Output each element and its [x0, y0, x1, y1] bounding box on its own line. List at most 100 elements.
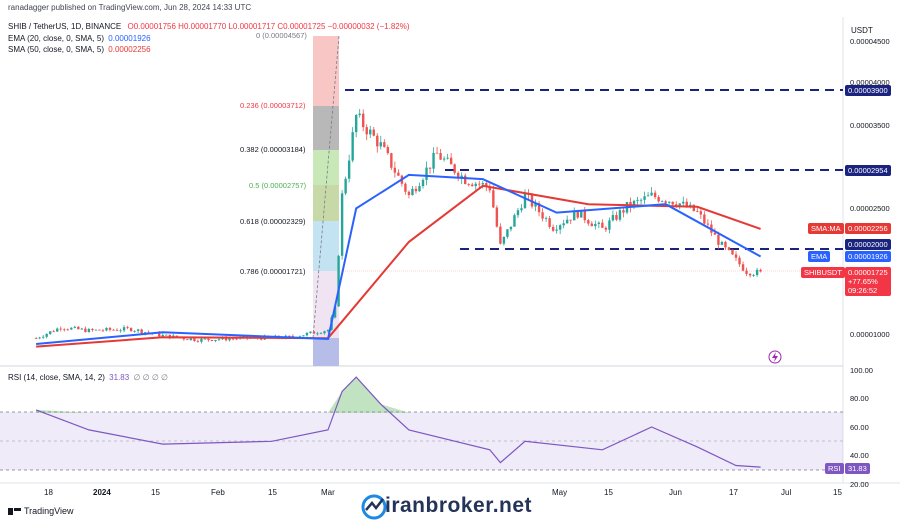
- legend-ema-row[interactable]: EMA (20, close, 0, SMA, 5) 0.00001926: [8, 34, 151, 43]
- tradingview-text: TradingView: [24, 506, 74, 516]
- price-tick: 0.00003500: [850, 121, 890, 130]
- candle-body: [369, 129, 372, 135]
- candle-body: [456, 172, 460, 179]
- fib-zone-618-786: [313, 221, 339, 271]
- time-tick: 15: [151, 488, 160, 497]
- candle-body: [439, 153, 442, 160]
- candle-body: [189, 338, 193, 341]
- iranbroker-logo-icon: [361, 494, 387, 520]
- price-tick: 0.00004500: [850, 37, 890, 46]
- fib-retracement[interactable]: [312, 35, 843, 366]
- rsi-tick: 40.00: [850, 451, 869, 460]
- candle-body: [488, 186, 492, 191]
- candle-body: [660, 201, 664, 203]
- rsi-tick: 80.00: [850, 394, 869, 403]
- candle-body: [664, 201, 667, 203]
- candle-body: [207, 338, 210, 340]
- candle-body: [362, 113, 365, 128]
- candle-body: [428, 167, 432, 169]
- candle-body: [344, 178, 347, 194]
- candle-body: [242, 336, 245, 338]
- candle-body: [499, 226, 502, 244]
- candle-body: [161, 335, 164, 337]
- candle-body: [653, 192, 657, 198]
- candle-body: [414, 188, 418, 192]
- candle-body: [77, 326, 80, 330]
- candle-body: [703, 214, 706, 224]
- candle-body: [63, 329, 66, 331]
- candle-body: [464, 175, 467, 185]
- rsi-value-badge: 31.83: [845, 463, 870, 474]
- rsi-tick: 60.00: [850, 423, 869, 432]
- candle-body: [573, 210, 576, 221]
- candle-body: [671, 201, 674, 205]
- candle-body: [383, 142, 386, 148]
- candle-body: [302, 335, 305, 337]
- legend-symbol[interactable]: SHIB / TetherUS, 1D, BINANCE: [8, 22, 122, 31]
- candle-body: [632, 200, 636, 208]
- candle-body: [217, 339, 221, 341]
- candle-body: [224, 337, 228, 341]
- candle-body: [467, 184, 470, 185]
- publisher-line: ranadagger published on TradingView.com,…: [8, 3, 252, 12]
- candle-body: [56, 328, 59, 332]
- candle-body: [193, 338, 196, 341]
- candle-body: [136, 329, 140, 331]
- candle-body: [235, 338, 238, 340]
- level-badge-2954[interactable]: 0.00002954: [845, 165, 891, 176]
- candle-body: [231, 338, 235, 340]
- candle-body: [727, 247, 731, 250]
- candle-body: [558, 225, 562, 230]
- last-price-value: 0.00001725: [848, 268, 888, 277]
- candle-body: [513, 215, 516, 227]
- candle-body: [474, 183, 477, 187]
- legend-rsi-label: RSI (14, close, SMA, 14, 2): [8, 373, 105, 382]
- candle-body: [196, 340, 200, 342]
- candle-body: [165, 334, 168, 336]
- candle-body: [133, 330, 136, 332]
- time-tick: May: [552, 488, 568, 497]
- candle-body: [692, 204, 696, 211]
- candle-body: [158, 332, 161, 337]
- candle-body: [485, 183, 488, 187]
- level-badge-3900[interactable]: 0.00003900: [845, 85, 891, 96]
- candle-body: [112, 329, 115, 331]
- legend-sma-row[interactable]: SMA (50, close, 0, SMA, 5) 0.00002256: [8, 45, 151, 54]
- candle-body: [126, 327, 129, 329]
- time-tick: Mar: [321, 488, 335, 497]
- candle-body: [87, 328, 91, 333]
- candle-body: [432, 152, 435, 169]
- legend-rsi-extra: ∅ ∅ ∅ ∅: [133, 373, 168, 382]
- candle-body: [347, 160, 351, 179]
- candle-body: [675, 204, 678, 207]
- candle-body: [210, 339, 214, 341]
- candle-body: [534, 203, 537, 207]
- candle-body: [682, 201, 685, 204]
- candle-body: [49, 331, 52, 334]
- candle-body: [340, 193, 344, 256]
- level-badge-2000[interactable]: 0.00002000: [845, 239, 891, 250]
- candle-body: [333, 306, 337, 318]
- candle-body: [551, 226, 555, 231]
- candle-body: [717, 234, 720, 245]
- candle-body: [699, 211, 703, 215]
- candle-body: [372, 129, 375, 136]
- candle-body: [446, 157, 449, 159]
- lightning-icon[interactable]: [768, 350, 782, 364]
- candle-body: [73, 326, 77, 328]
- currency-label: USDT: [851, 26, 873, 35]
- tradingview-label[interactable]: TradingView: [8, 506, 74, 516]
- candle-body: [657, 197, 660, 202]
- candle-body: [569, 219, 572, 221]
- candle-body: [319, 333, 323, 335]
- candle-body: [309, 331, 312, 333]
- legend-rsi-row[interactable]: RSI (14, close, SMA, 14, 2) 31.83 ∅ ∅ ∅ …: [8, 373, 168, 382]
- candle-body: [411, 188, 414, 196]
- candle-body: [129, 328, 133, 332]
- candle-body: [337, 255, 340, 307]
- candle-body: [421, 179, 425, 187]
- rsi-tick: 20.00: [850, 480, 869, 489]
- candle-body: [580, 209, 583, 218]
- candle-body: [562, 223, 565, 226]
